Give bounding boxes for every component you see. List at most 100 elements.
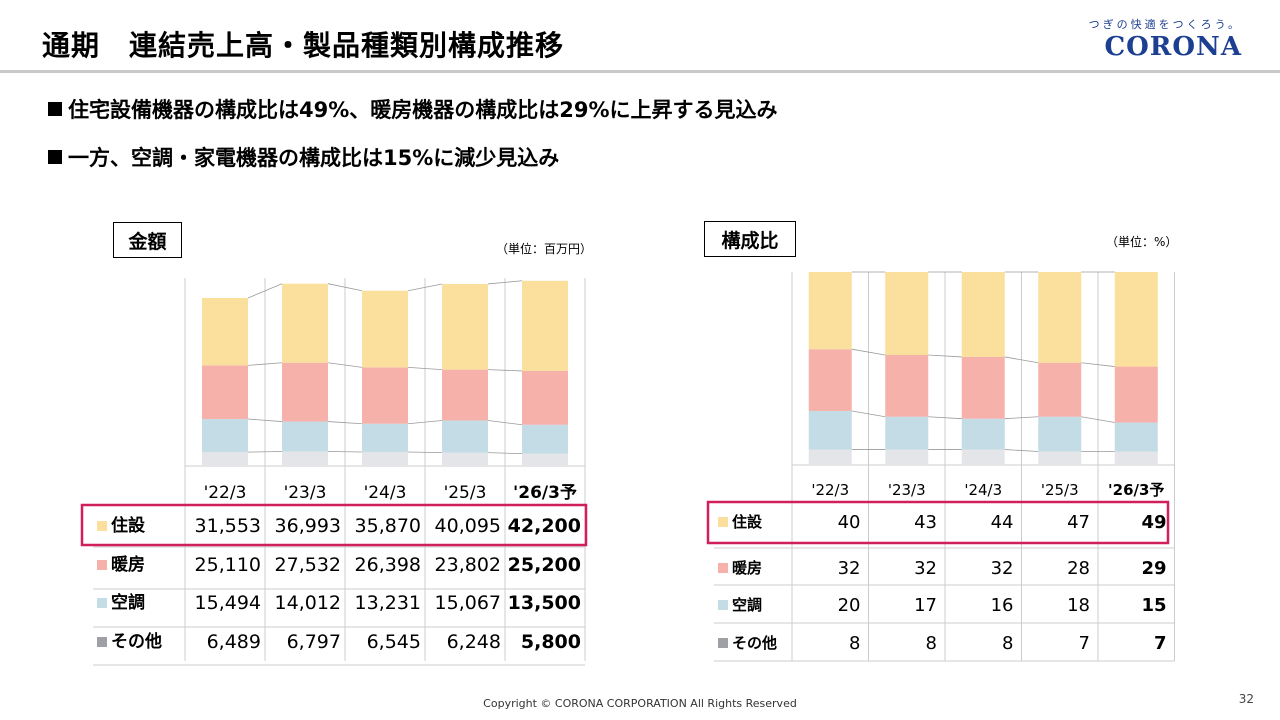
ratio-connector-line <box>1081 416 1115 423</box>
ratio-bar-heating-4 <box>1114 366 1158 423</box>
ratio-value-aircon-3: 18 <box>1067 595 1090 616</box>
amount-value-other-1: 6,797 <box>287 631 341 653</box>
amount-legend-marker-other <box>97 637 107 647</box>
ratio-bar-other-1 <box>885 449 929 465</box>
ratio-legend-marker-other <box>718 638 728 648</box>
amount-value-housing-4: 42,200 <box>508 515 581 537</box>
amount-connector-line <box>247 451 283 453</box>
amount-legend-marker-heating <box>97 560 107 570</box>
ratio-bar-other-0 <box>808 449 852 465</box>
amount-legend-marker-housing <box>97 521 107 531</box>
ratio-bar-other-4 <box>1114 451 1158 465</box>
bullet-square-icon <box>48 150 62 164</box>
ratio-bar-heating-0 <box>808 349 852 411</box>
ratio-bar-aircon-0 <box>808 410 852 450</box>
amount-value-housing-0: 31,553 <box>195 515 261 537</box>
amount-value-other-2: 6,545 <box>367 631 421 653</box>
amount-value-other-4: 5,800 <box>521 631 581 653</box>
ratio-legend-marker-heating <box>718 563 728 573</box>
ratio-connector-line <box>1004 449 1039 452</box>
ratio-bar-housing-1 <box>885 272 929 355</box>
amount-row-label-aircon: 空調 <box>111 592 145 613</box>
amount-connector-line <box>407 283 443 292</box>
footer-copyright: Copyright © CORONA CORPORATION All Right… <box>483 697 797 710</box>
ratio-bar-housing-2 <box>961 272 1005 357</box>
amount-connector-line <box>327 283 363 292</box>
ratio-bar-aircon-4 <box>1114 422 1158 452</box>
ratio-bar-aircon-3 <box>1038 416 1082 452</box>
amount-bar-heating-4 <box>522 370 568 425</box>
ratio-value-housing-3: 47 <box>1067 512 1090 533</box>
corona-logo: つぎの快適をつくろう。 CORONA <box>1089 16 1242 62</box>
amount-bar-heating-0 <box>202 365 248 420</box>
amount-connector-line <box>247 283 283 299</box>
ratio-connector-line <box>1081 362 1115 367</box>
amount-bar-other-3 <box>442 452 488 466</box>
amount-category-label: '25/3 <box>444 483 487 503</box>
ratio-bar-heating-3 <box>1038 362 1082 417</box>
ratio-bar-housing-0 <box>808 272 852 350</box>
ratio-bar-heating-2 <box>961 356 1005 419</box>
amount-bar-heating-3 <box>442 369 488 421</box>
bullet-square-icon <box>48 102 62 116</box>
amount-row-label-heating: 暖房 <box>111 554 145 575</box>
ratio-connector-line <box>928 354 962 358</box>
amount-value-aircon-2: 13,231 <box>355 592 421 614</box>
ratio-unit: （単位：%） <box>1106 235 1178 249</box>
amount-bar-heating-1 <box>282 362 328 422</box>
ratio-row-label-housing: 住設 <box>732 513 763 531</box>
amount-value-other-0: 6,489 <box>207 631 261 653</box>
ratio-value-housing-2: 44 <box>991 512 1014 533</box>
amount-value-aircon-4: 13,500 <box>508 592 581 614</box>
ratio-value-other-3: 7 <box>1079 633 1090 654</box>
ratio-connector-line <box>1004 416 1039 420</box>
ratio-value-heating-1: 32 <box>914 558 937 579</box>
ratio-bar-aircon-1 <box>885 416 929 450</box>
amount-value-heating-0: 25,110 <box>195 554 261 576</box>
amount-category-label: '23/3 <box>284 483 327 503</box>
amount-value-other-3: 6,248 <box>447 631 501 653</box>
amount-bar-aircon-1 <box>282 421 328 452</box>
amount-value-heating-4: 25,200 <box>508 554 581 576</box>
amount-connector-line <box>407 366 443 371</box>
ratio-value-heating-3: 28 <box>1067 558 1090 579</box>
amount-connector-line <box>487 420 523 426</box>
amount-category-label: '22/3 <box>204 483 247 503</box>
amount-connector-line <box>407 420 443 425</box>
amount-bar-aircon-2 <box>362 423 408 453</box>
amount-bar-aircon-3 <box>442 420 488 453</box>
ratio-value-heating-0: 32 <box>838 558 861 579</box>
ratio-category-label: '24/3 <box>964 481 1002 499</box>
ratio-highlight-box <box>706 500 1170 545</box>
ratio-bar-housing-4 <box>1114 272 1158 367</box>
amount-bar-housing-2 <box>362 290 408 368</box>
ratio-row-label-aircon: 空調 <box>732 596 762 614</box>
amount-category-label: '26/3予 <box>513 483 577 503</box>
amount-value-aircon-0: 15,494 <box>195 592 261 614</box>
amount-unit: （単位：百万円） <box>496 242 593 256</box>
ratio-connector-line <box>1004 356 1039 364</box>
amount-row-label-housing: 住設 <box>111 515 146 536</box>
ratio-value-other-4: 7 <box>1154 633 1167 654</box>
page-number: 32 <box>1238 692 1254 706</box>
ratio-value-other-0: 8 <box>849 633 860 654</box>
amount-bar-housing-4 <box>522 280 568 371</box>
ratio-bar-other-2 <box>961 449 1005 465</box>
amount-legend-marker-aircon <box>97 598 107 608</box>
amount-bar-housing-0 <box>202 297 248 366</box>
bullet-2-text: 一方、空調・家電機器の構成比は15%に減少見込み <box>68 146 560 170</box>
ratio-value-heating-2: 32 <box>991 558 1014 579</box>
amount-value-housing-2: 35,870 <box>355 515 421 537</box>
amount-value-aircon-1: 14,012 <box>275 592 341 614</box>
ratio-value-aircon-0: 20 <box>838 595 861 616</box>
amount-value-heating-1: 27,532 <box>275 554 341 576</box>
ratio-category-label: '22/3 <box>811 481 849 499</box>
amount-bar-other-1 <box>282 451 328 466</box>
amount-bar-housing-1 <box>282 283 328 363</box>
ratio-connector-line <box>928 416 962 420</box>
ratio-label-box: 構成比 <box>704 221 796 257</box>
amount-connector-line <box>487 369 523 372</box>
ratio-value-other-2: 8 <box>1002 633 1013 654</box>
